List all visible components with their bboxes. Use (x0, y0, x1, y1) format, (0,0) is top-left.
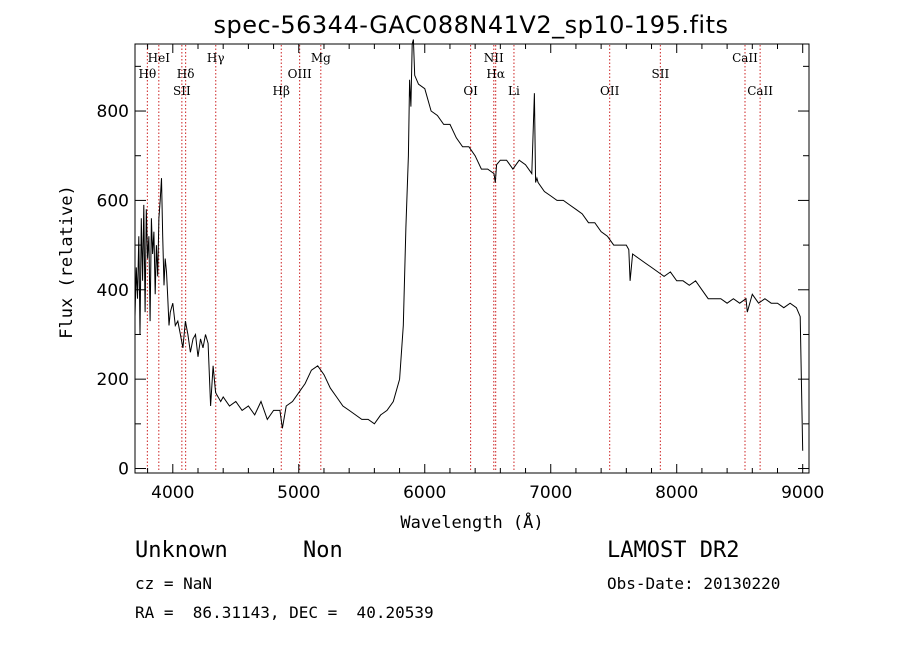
line-label: Hα (486, 67, 505, 81)
x-tick-label: 9000 (781, 483, 824, 503)
line-label: OIII (288, 67, 312, 81)
obs-date-label: Obs-Date: 20130220 (607, 574, 781, 593)
x-tick-label: 7000 (529, 483, 572, 503)
x-axis-label: Wavelength (Å) (400, 511, 543, 533)
y-axis-label: Flux (relative) (57, 185, 77, 339)
plot-frame (134, 43, 810, 474)
line-label: Hθ (138, 67, 156, 81)
line-label: CaII (747, 84, 773, 98)
line-label: OII (600, 84, 620, 98)
line-label: Hβ (273, 84, 290, 98)
line-label: OI (463, 84, 478, 98)
subclass-label: Non (303, 538, 343, 563)
x-tick-label: 5000 (277, 483, 320, 503)
class-label: Unknown (135, 538, 228, 563)
x-tick-label: 4000 (151, 483, 194, 503)
survey-label: LAMOST DR2 (607, 538, 740, 563)
line-label: Mg (311, 51, 331, 65)
x-tick-label: 8000 (655, 483, 698, 503)
line-label: SII (173, 84, 191, 98)
y-tick-label: 0 (118, 460, 129, 480)
line-label: Li (508, 84, 520, 98)
y-tick-label: 200 (97, 370, 129, 390)
line-label: Hγ (207, 51, 225, 65)
line-label: Hδ (177, 67, 195, 81)
x-axis: 4000 5000 6000 7000 8000 9000 (147, 44, 824, 503)
coordinates-label: RA = 86.31143, DEC = 40.20539 (135, 603, 434, 622)
y-tick-label: 800 (97, 102, 129, 122)
redshift-label: cz = NaN (135, 574, 213, 593)
y-axis: 0 200 400 600 800 (97, 65, 809, 480)
line-label: NII (484, 51, 504, 65)
line-label: HeI (148, 51, 171, 65)
x-tick-label: 6000 (403, 483, 446, 503)
chart-title: spec-56344-GAC088N41V2_sp10-195.fits (214, 11, 729, 39)
spectrum-line (134, 39, 804, 451)
line-label: CaII (732, 51, 758, 65)
line-label: SII (651, 67, 669, 81)
y-tick-label: 600 (97, 191, 129, 211)
y-tick-label: 400 (97, 281, 129, 301)
